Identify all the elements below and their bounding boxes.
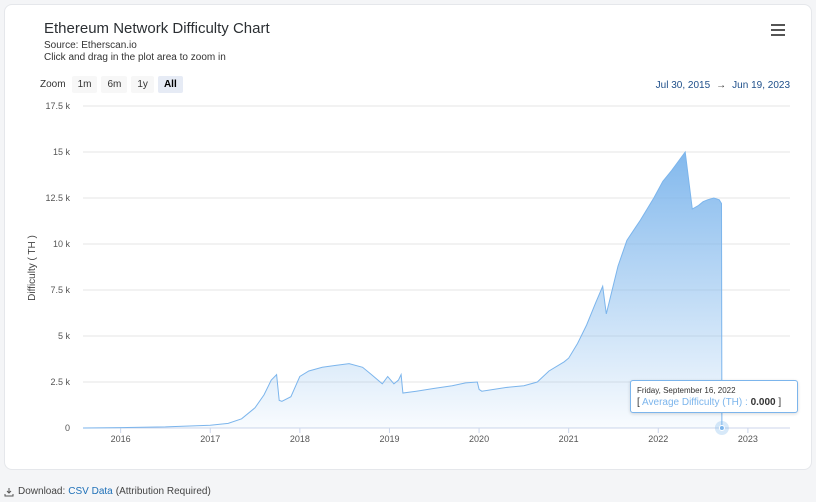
- y-axis-title: Difficulty ( TH ): [27, 235, 38, 301]
- zoom-1y-button[interactable]: 1y: [131, 76, 154, 93]
- range-arrow: →: [716, 80, 727, 91]
- x-tick-label: 2023: [738, 434, 758, 444]
- y-tick-label: 0: [65, 423, 70, 433]
- csv-data-link[interactable]: CSV Data: [68, 486, 113, 497]
- download-label: Download:: [18, 486, 66, 497]
- x-tick-label: 2021: [559, 434, 579, 444]
- x-tick-label: 2019: [379, 434, 399, 444]
- chart-source: Source: Etherscan.io: [44, 40, 137, 51]
- y-tick-label: 2.5 k: [50, 377, 70, 387]
- range-from-input[interactable]: Jul 30, 2015: [655, 80, 711, 91]
- tooltip-open-bracket: [: [637, 397, 640, 408]
- zoom-label: Zoom: [40, 79, 66, 90]
- y-tick-label: 12.5 k: [45, 193, 70, 203]
- y-tick-label: 17.5 k: [45, 101, 70, 111]
- chart-zoom-hint: Click and drag in the plot area to zoom …: [44, 52, 226, 63]
- y-tick-label: 7.5 k: [50, 285, 70, 295]
- zoom-controls: Zoom 1m 6m 1y All: [40, 76, 187, 93]
- tooltip-close-bracket: ]: [778, 397, 782, 408]
- x-tick-label: 2022: [648, 434, 668, 444]
- chart-title: Ethereum Network Difficulty Chart: [44, 20, 270, 37]
- zoom-6m-button[interactable]: 6m: [101, 76, 128, 93]
- tooltip-value: 0.000: [750, 397, 776, 408]
- download-icon: [4, 487, 14, 496]
- tooltip-separator: :: [745, 397, 748, 408]
- series-line: [82, 150, 723, 429]
- date-range: Jul 30, 2015 → Jun 19, 2023: [656, 80, 790, 91]
- tooltip-value-row: [ Average Difficulty (TH) : 0.000 ]: [637, 397, 791, 408]
- x-tick-label: 2020: [469, 434, 489, 444]
- x-tick-label: 2018: [290, 434, 310, 444]
- y-tick-label: 10 k: [53, 239, 71, 249]
- range-to-input[interactable]: Jun 19, 2023: [732, 80, 790, 91]
- hover-point-marker: [718, 425, 725, 431]
- attribution-note: (Attribution Required): [115, 486, 211, 497]
- y-tick-label: 15 k: [53, 147, 71, 157]
- chart-tooltip: Friday, September 16, 2022 [ Average Dif…: [630, 380, 798, 413]
- zoom-all-button[interactable]: All: [157, 76, 183, 93]
- y-tick-label: 5 k: [58, 331, 71, 341]
- download-footer: Download: CSV Data (Attribution Required…: [4, 486, 211, 497]
- x-tick-label: 2017: [200, 434, 220, 444]
- zoom-1m-button[interactable]: 1m: [71, 76, 98, 93]
- tooltip-date: Friday, September 16, 2022: [637, 386, 736, 395]
- x-tick-label: 2016: [111, 434, 131, 444]
- hamburger-menu-icon[interactable]: [771, 24, 785, 36]
- tooltip-series-name: Average Difficulty (TH): [642, 397, 743, 408]
